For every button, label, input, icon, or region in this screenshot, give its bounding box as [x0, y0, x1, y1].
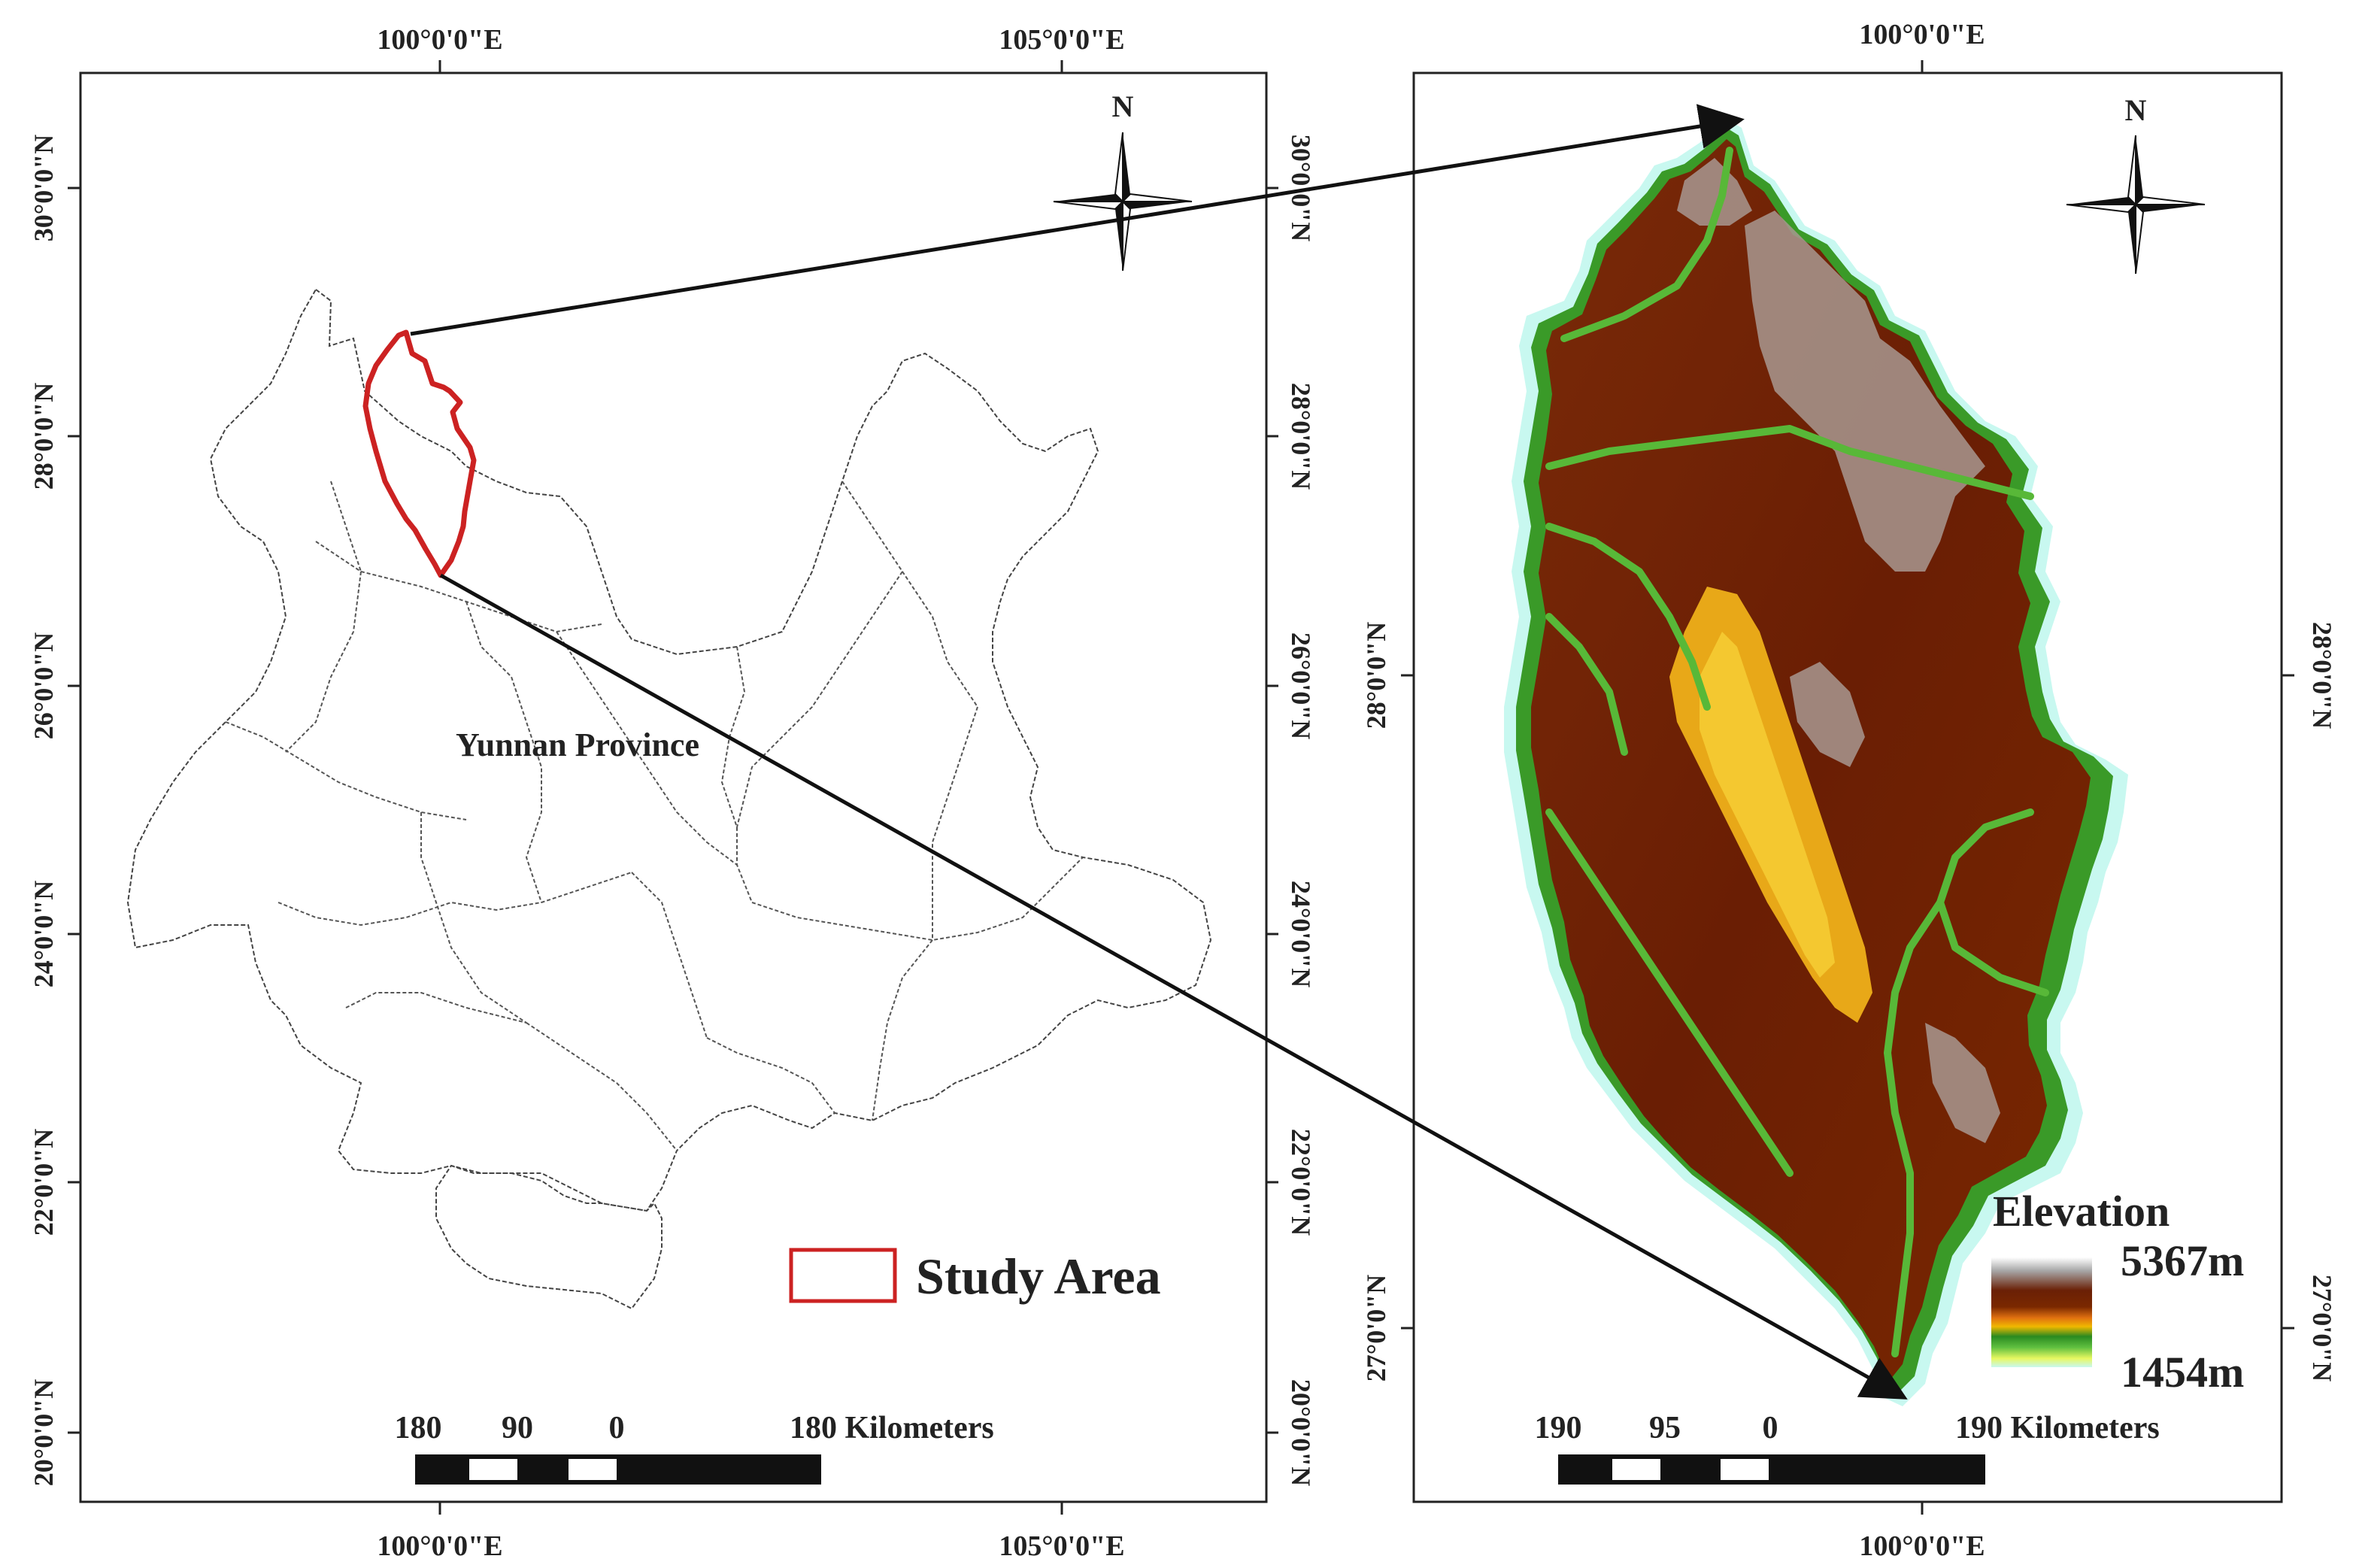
- left-scale-bar: [415, 1454, 821, 1485]
- province-label: Yunnan Province: [456, 726, 699, 763]
- left-bottom-lon-label-100: 100°0'0"E: [377, 1530, 502, 1562]
- left-lat-label-26: 26°0'0"N: [29, 632, 59, 739]
- right-right-lat-label-27: 27°0'0"N: [2307, 1275, 2337, 1381]
- right-bottom-lon-label: 100°0'0"E: [1859, 1530, 1985, 1562]
- left-lat-label-22: 22°0'0"N: [29, 1129, 59, 1236]
- zoom-arrow-bottom: [439, 573, 1908, 1400]
- left-right-lat-label-26: 26°0'0"N: [1286, 632, 1316, 739]
- dem-high-peaks: [1677, 158, 2000, 1143]
- study-area-outline: [362, 329, 477, 578]
- zoom-arrow-top: [410, 104, 1745, 336]
- right-scale-label-km: 190 Kilometers: [1955, 1411, 2160, 1445]
- right-left-lat-label-28: 28°0'0"N: [1361, 622, 1391, 729]
- left-top-lon-label-100: 100°0'0"E: [377, 24, 502, 56]
- right-scale-label-0: 0: [1763, 1411, 1778, 1445]
- left-scale-label-0: 0: [609, 1411, 625, 1445]
- left-lat-label-30: 30°0'0"N: [29, 135, 59, 241]
- left-map: 100°0'0"E 105°0'0"E 100°0'0"E 105°0'0"E …: [29, 24, 1316, 1562]
- left-bottom-lon-label-105: 105°0'0"E: [999, 1530, 1124, 1562]
- left-lat-label-28: 28°0'0"N: [29, 383, 59, 490]
- left-north-arrow-icon: [1053, 132, 1193, 271]
- right-north-label: N: [2125, 93, 2147, 127]
- prefecture-boundaries: [225, 481, 1084, 1151]
- yunnan-province-outline: [126, 288, 1212, 1310]
- left-scale-label-km: 180 Kilometers: [790, 1411, 994, 1445]
- study-area-legend-swatch: [789, 1248, 897, 1303]
- left-scale-label-90: 90: [502, 1411, 533, 1445]
- left-north-label: N: [1112, 89, 1134, 123]
- right-right-lat-label-28: 28°0'0"N: [2307, 622, 2337, 729]
- left-lat-label-24: 24°0'0"N: [29, 881, 59, 987]
- elevation-legend-title: Elevation: [1993, 1187, 2170, 1236]
- left-lat-label-20: 20°0'0"N: [29, 1379, 59, 1486]
- elevation-legend-min: 1454m: [2121, 1348, 2244, 1397]
- right-left-lat-label-27: 27°0'0"N: [1361, 1275, 1391, 1381]
- dem-river-channels: [1545, 147, 2049, 1357]
- right-scale-label-95: 95: [1649, 1411, 1681, 1445]
- elevation-map: [1504, 119, 2128, 1406]
- right-map: 100°0'0"E 100°0'0"E 28°0'0"N 27°0'0"N 28…: [1361, 19, 2337, 1562]
- dem-valley-core: [1700, 632, 1835, 978]
- right-top-lon-label: 100°0'0"E: [1859, 19, 1985, 50]
- left-right-lat-label-22: 22°0'0"N: [1286, 1129, 1316, 1236]
- elevation-legend-max: 5367m: [2121, 1236, 2244, 1285]
- left-top-lon-label-105: 105°0'0"E: [999, 24, 1124, 56]
- left-right-lat-label-24: 24°0'0"N: [1286, 881, 1316, 987]
- right-scale-bar: [1558, 1454, 1985, 1485]
- right-scale-label-190: 190: [1535, 1411, 1582, 1445]
- left-right-lat-label-28: 28°0'0"N: [1286, 383, 1316, 490]
- right-map-ticks: [1401, 60, 2294, 1515]
- right-north-arrow-icon: [2066, 135, 2206, 274]
- left-map-ticks: [68, 60, 1278, 1515]
- elevation-legend-ramp: [1991, 1257, 2092, 1367]
- study-area-legend-label: Study Area: [916, 1248, 1161, 1305]
- left-right-lat-label-20: 20°0'0"N: [1286, 1379, 1316, 1486]
- left-scale-label-180: 180: [395, 1411, 442, 1445]
